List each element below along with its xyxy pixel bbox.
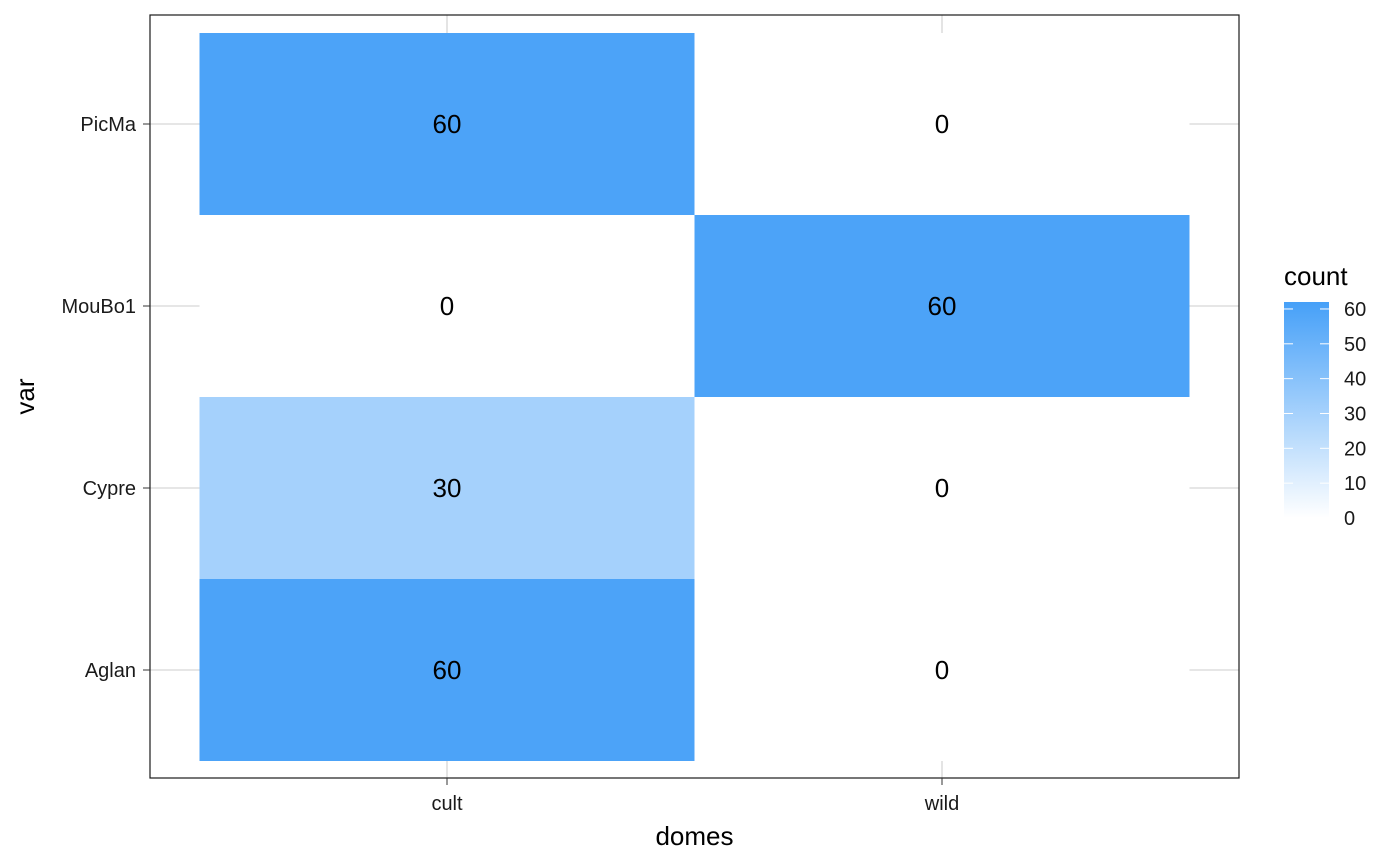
y-tick-label-MouBo1: MouBo1 (62, 296, 137, 318)
legend-title: count (1284, 261, 1348, 291)
legend-tick-label-30: 30 (1344, 403, 1366, 425)
cell-label-wild-Aglan: 0 (935, 655, 949, 685)
heatmap-cell-wild-MouBo1 (694, 215, 1190, 397)
cell-label-cult-Aglan: 60 (433, 655, 462, 685)
cell-label-cult-Cypre: 30 (433, 473, 462, 503)
heatmap-cell-cult-MouBo1 (199, 215, 695, 397)
cell-label-wild-Cypre: 0 (935, 473, 949, 503)
y-tick-label-Aglan: Aglan (85, 660, 136, 682)
heatmap-cell-cult-Aglan (199, 579, 695, 761)
heatmap-cell-wild-Cypre (694, 397, 1190, 579)
legend-tick-label-60: 60 (1344, 299, 1366, 321)
legend-tick-label-0: 0 (1344, 508, 1355, 530)
heatmap-cells (199, 33, 1190, 761)
heatmap-cell-cult-Cypre (199, 397, 695, 579)
y-axis-title: var (10, 378, 40, 414)
y-tick-label-Cypre: Cypre (83, 478, 136, 500)
color-legend: count 0 10 20 30 40 50 60 (1284, 261, 1366, 530)
heatmap-cell-wild-PicMa (694, 33, 1190, 215)
x-tick-label-wild: wild (924, 793, 959, 815)
legend-tick-label-20: 20 (1344, 438, 1366, 460)
x-axis-title: domes (655, 821, 733, 851)
cell-label-wild-PicMa: 0 (935, 109, 949, 139)
legend-tick-label-40: 40 (1344, 369, 1366, 391)
cell-label-cult-MouBo1: 0 (440, 291, 454, 321)
cell-label-wild-MouBo1: 60 (928, 291, 957, 321)
y-tick-label-PicMa: PicMa (80, 114, 136, 136)
cell-label-cult-PicMa: 60 (433, 109, 462, 139)
heatmap-cell-wild-Aglan (694, 579, 1190, 761)
legend-color-bar (1284, 302, 1329, 518)
heatmap-cell-cult-PicMa (199, 33, 695, 215)
legend-tick-label-10: 10 (1344, 473, 1366, 495)
axis-ticks: Aglan Cypre MouBo1 PicMa cult wild (62, 114, 960, 815)
x-tick-label-cult: cult (431, 793, 463, 815)
legend-ticks: 0 10 20 30 40 50 60 (1284, 299, 1366, 530)
plot-panel-border (149, 14, 1240, 779)
cell-value-labels: 60 0 0 60 30 0 60 0 (433, 109, 957, 685)
legend-tick-label-50: 50 (1344, 334, 1366, 356)
